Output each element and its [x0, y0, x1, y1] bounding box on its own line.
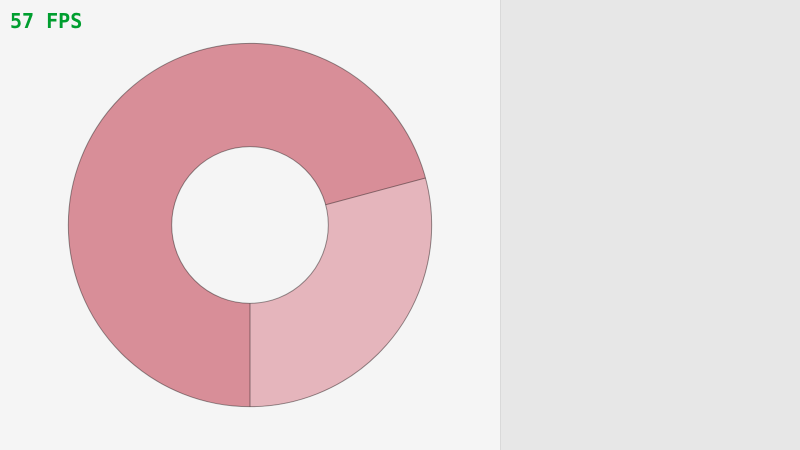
outer-radius-row: OuterRadius 181.67 — [501, 170, 800, 190]
draw-ring-row: Draw Ring — [501, 320, 800, 340]
segments-row: Segments 0.00 — [501, 240, 800, 260]
start-angle-row: StartAngle -255.00 — [501, 40, 800, 60]
inner-radius-row: InnerRadius 78.33 — [501, 140, 800, 160]
fps-counter: 57 FPS — [10, 9, 83, 33]
draw-circlelines-row: Draw CircleLines — [501, 380, 800, 400]
draw-ringlines-row: Draw RingLines — [501, 350, 800, 370]
end-angle-row: EndAngle 360.00 — [501, 70, 800, 90]
controls-panel: StartAngle -255.00 EndAngle 360.00 Inner… — [500, 0, 800, 450]
